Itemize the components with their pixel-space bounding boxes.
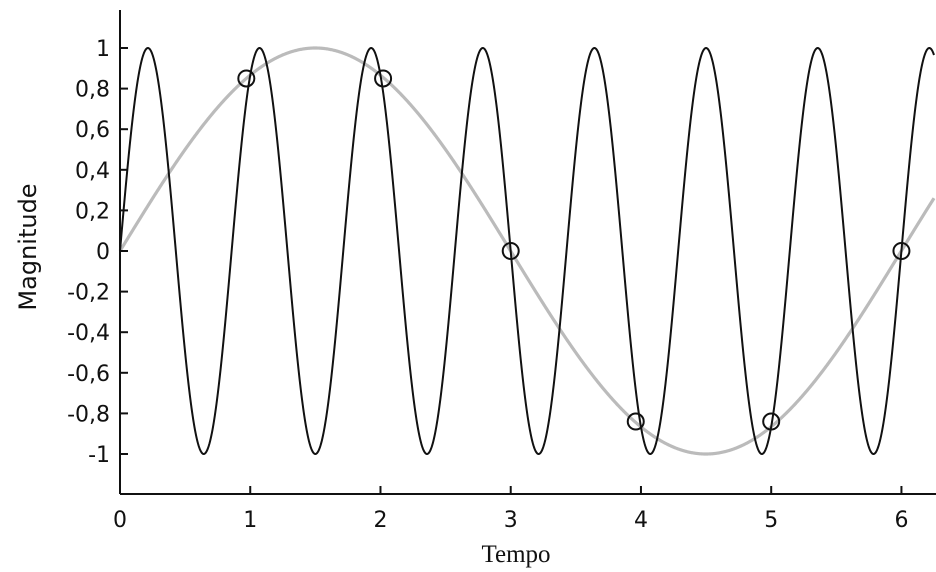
y-tick-label: -0,6 xyxy=(67,362,110,387)
y-tick-label: 1 xyxy=(96,37,110,62)
x-tick-label: 3 xyxy=(504,508,518,533)
marker-layer xyxy=(237,69,911,431)
high-frequency-wave xyxy=(119,47,935,455)
low-frequency-wave xyxy=(118,46,936,456)
y-tick-label: 0 xyxy=(96,240,110,265)
x-tick-label: 4 xyxy=(634,508,648,533)
sample-point-marker xyxy=(762,412,781,431)
x-tick-label: 6 xyxy=(894,508,908,533)
sample-point-marker xyxy=(237,69,256,88)
y-tick-label: 0,2 xyxy=(75,199,110,224)
x-tick-label: 1 xyxy=(243,508,257,533)
x-tick-label: 2 xyxy=(373,508,387,533)
sample-point-marker xyxy=(501,242,520,260)
x-tick-label: 0 xyxy=(113,508,127,533)
y-tick-label: 0,8 xyxy=(75,78,110,103)
x-tick-label: 5 xyxy=(764,508,778,533)
y-ticks: 1 0,8 0,6 0,4 0,2 0 -0,2 -0,4 -0,6 -0,8 -1 xyxy=(67,37,128,468)
x-axis-label: Tempo xyxy=(481,541,550,568)
sample-point-marker xyxy=(626,412,645,431)
y-tick-label: -1 xyxy=(88,443,110,468)
sample-point-marker xyxy=(892,242,911,260)
x-ticks: 0 1 2 3 4 5 6 xyxy=(113,486,908,533)
y-tick-label: -0,2 xyxy=(67,281,110,306)
series-layer xyxy=(118,46,936,456)
sample-point-marker xyxy=(374,69,393,88)
y-axis-label: Magnitude xyxy=(14,183,42,310)
y-tick-label: -0,8 xyxy=(67,402,110,427)
y-tick-label: 0,6 xyxy=(75,118,110,143)
y-tick-label: -0,4 xyxy=(67,321,110,346)
y-tick-label: 0,4 xyxy=(75,159,110,184)
